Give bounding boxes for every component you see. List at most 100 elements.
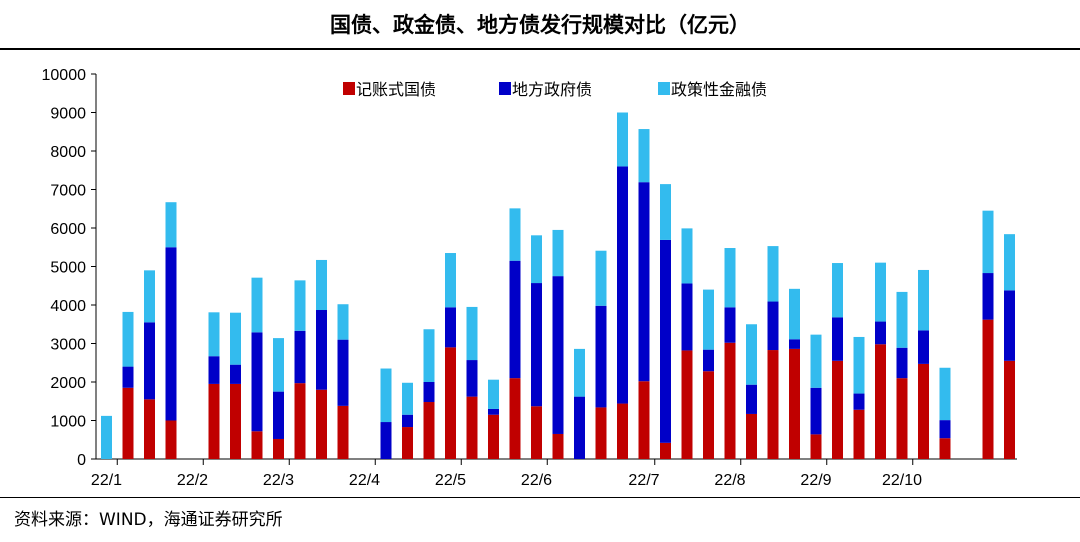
bar-segment-3 — [832, 263, 843, 318]
bar-segment-2 — [316, 310, 327, 390]
bar-segment-3 — [337, 304, 349, 340]
bar-segment-2 — [832, 317, 843, 361]
bar-segment-2 — [810, 387, 822, 435]
bar-segment-2 — [982, 273, 994, 320]
y-tick-label: 0 — [77, 452, 86, 469]
bar-segment-3 — [380, 368, 392, 423]
bar-segment-2 — [939, 420, 951, 439]
bar-segment-3 — [509, 208, 521, 261]
bar-segment-1 — [423, 402, 435, 459]
bar-segment-2 — [617, 166, 628, 404]
legend-label-2: 地方政府债 — [512, 80, 592, 99]
bar-segment-2 — [724, 307, 736, 343]
bar-segment-1 — [122, 387, 134, 459]
x-tick-label: 22/2 — [177, 472, 208, 489]
bar-segment-2 — [165, 247, 177, 421]
bar-segment-1 — [853, 409, 865, 459]
x-tick-label: 22/10 — [882, 472, 922, 489]
y-tick-label: 9000 — [50, 106, 86, 123]
bar-segment-3 — [660, 184, 671, 240]
bar-segment-3 — [316, 259, 327, 311]
title-bar — [0, 0, 1080, 50]
bar-segment-3 — [531, 235, 542, 284]
bar-segment-2 — [638, 182, 650, 382]
stacked-bar-chart: 0 1000 2000 3000 4000 5000 6000 7000 8000 9000 100… — [42, 67, 1017, 489]
bar-segment-3 — [853, 336, 865, 394]
chart-title: 国债、政金债、地方债发行规模对比（亿元） — [330, 13, 750, 37]
y-tick-label: 1000 — [50, 414, 86, 431]
bar-segment-2 — [875, 321, 886, 345]
bar-segment-1 — [208, 383, 220, 459]
bar-segment-3 — [423, 329, 435, 382]
bar-segment-3 — [1004, 234, 1015, 291]
bar-segment-2 — [660, 239, 671, 443]
bar-segment-3 — [595, 250, 607, 306]
x-tick-label: 22/6 — [521, 472, 552, 489]
bar-segment-2 — [144, 322, 155, 400]
bar-segment-3 — [552, 229, 564, 277]
y-tick-label: 7000 — [50, 183, 86, 200]
bar-segment-1 — [488, 414, 499, 459]
bar-segment-3 — [875, 262, 886, 322]
bar-segment-2 — [380, 422, 392, 459]
bar-segment-2 — [746, 384, 757, 414]
bar-segment-3 — [703, 289, 714, 350]
bar-segment-2 — [703, 349, 714, 372]
bar-segment-1 — [230, 383, 241, 459]
bar-segment-1 — [638, 381, 650, 459]
bar-segment-3 — [144, 270, 155, 323]
bar-segment-1 — [273, 438, 284, 459]
y-tick-label: 6000 — [50, 221, 86, 238]
bar-segment-1 — [402, 427, 413, 459]
x-tick-label: 22/9 — [800, 472, 831, 489]
y-tick-label: 3000 — [50, 337, 86, 354]
bar-segment-1 — [767, 350, 779, 459]
bar-segment-2 — [208, 356, 220, 384]
bar-segment-3 — [681, 228, 693, 284]
bar-segment-3 — [294, 280, 306, 331]
bar-segment-2 — [918, 330, 929, 364]
bar-segment-1 — [982, 319, 994, 459]
bar-segment-1 — [595, 407, 607, 459]
x-tick-label: 22/8 — [714, 472, 745, 489]
bar-segment-1 — [165, 420, 177, 459]
bar-segment-1 — [1004, 360, 1015, 459]
bar-segment-1 — [466, 396, 478, 459]
bar-segment-1 — [531, 406, 542, 459]
bar-segment-1 — [552, 433, 564, 459]
bar-segment-3 — [402, 382, 413, 415]
y-tick-label: 2000 — [50, 375, 86, 392]
bar-segment-3 — [746, 324, 757, 385]
bar-segment-1 — [509, 378, 521, 459]
bar-segment-3 — [617, 112, 628, 167]
bar-segment-3 — [574, 348, 585, 397]
bar-segment-1 — [789, 348, 800, 459]
bar-segment-3 — [466, 306, 478, 361]
bar-segment-3 — [445, 253, 456, 308]
bar-segment-3 — [767, 246, 779, 302]
x-tick-label: 22/5 — [435, 472, 466, 489]
bar-segment-2 — [509, 260, 521, 379]
bar-segment-3 — [208, 312, 220, 357]
bar-segment-3 — [230, 312, 241, 365]
bar-segment-3 — [251, 277, 263, 333]
bar-segment-2 — [531, 283, 542, 407]
bar-segment-1 — [875, 344, 886, 459]
bar-segment-1 — [681, 350, 693, 459]
bar-segment-1 — [896, 378, 908, 459]
bar-segment-1 — [251, 431, 263, 459]
bar-segment-2 — [488, 408, 499, 415]
bar-segment-1 — [617, 403, 628, 459]
bar-segment-2 — [767, 301, 779, 351]
bar-segment-2 — [423, 382, 435, 403]
legend-swatch-1 — [343, 82, 355, 95]
bar-segment-1 — [445, 347, 456, 459]
x-tick-label: 22/1 — [91, 472, 122, 489]
bar-segment-1 — [918, 363, 929, 459]
bar-segment-1 — [939, 438, 951, 459]
bar-segment-2 — [273, 391, 284, 439]
bar-segment-1 — [724, 342, 736, 459]
bar-segment-2 — [574, 396, 585, 459]
x-tick-label: 22/4 — [349, 472, 380, 489]
bar-segment-1 — [294, 383, 306, 459]
